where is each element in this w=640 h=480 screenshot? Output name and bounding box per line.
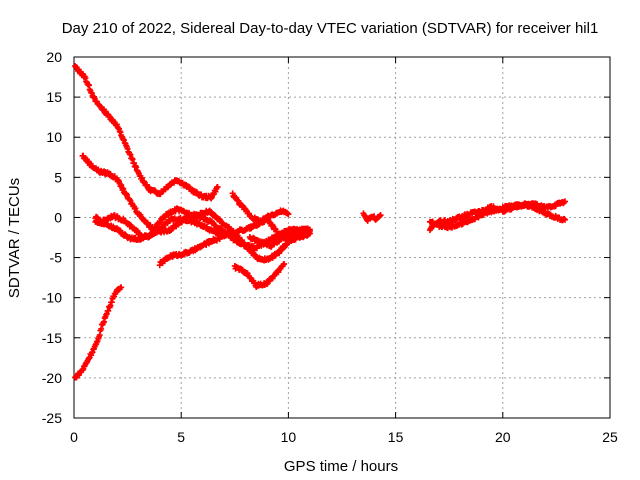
grid-lines [74, 57, 610, 418]
series-track-j [360, 210, 384, 224]
y-axis-label: SDTVAR / TECUs [6, 178, 23, 298]
series-track-a [72, 62, 221, 202]
data-point [216, 236, 223, 243]
plot-frame [73, 56, 611, 419]
x-tick-label: 0 [70, 429, 78, 445]
x-tick-label: 20 [495, 429, 511, 445]
data-point [214, 183, 221, 190]
y-tick-label: 0 [54, 209, 62, 225]
series-track-l [426, 198, 568, 234]
data-point [561, 216, 568, 223]
x-tick-label: 10 [281, 429, 297, 445]
y-tick-label: 20 [46, 49, 62, 65]
data-point [561, 198, 568, 205]
data-point [377, 212, 384, 219]
series-track-h [229, 190, 292, 226]
x-axis-label: GPS time / hours [284, 458, 398, 475]
series-track-g [231, 260, 288, 290]
y-tick-label: -15 [42, 330, 62, 346]
x-tick-label: 15 [388, 429, 404, 445]
data-series [72, 62, 568, 381]
data-point [281, 260, 288, 267]
axis-ticks: 0 5 10 15 20 25 -25 -20 -15 -10 -5 0 5 10 15 20 [42, 49, 618, 445]
series-track-b [72, 284, 125, 381]
x-tick-label: 5 [177, 429, 185, 445]
x-tick-label: 25 [602, 429, 618, 445]
data-point [285, 211, 292, 218]
data-point [118, 284, 125, 291]
data-point [306, 226, 313, 233]
y-tick-label: 5 [54, 169, 62, 185]
y-tick-label: -10 [42, 290, 62, 306]
chart-title: Day 210 of 2022, Sidereal Day-to-day VTE… [62, 20, 599, 37]
y-tick-label: -20 [42, 370, 62, 386]
y-tick-label: -5 [50, 250, 63, 266]
y-tick-label: 10 [46, 129, 62, 145]
series-track-f [156, 235, 223, 269]
y-tick-label: -25 [42, 410, 62, 426]
series-track-e [92, 205, 313, 264]
series-track-i [246, 225, 313, 250]
y-tick-label: 15 [46, 89, 62, 105]
